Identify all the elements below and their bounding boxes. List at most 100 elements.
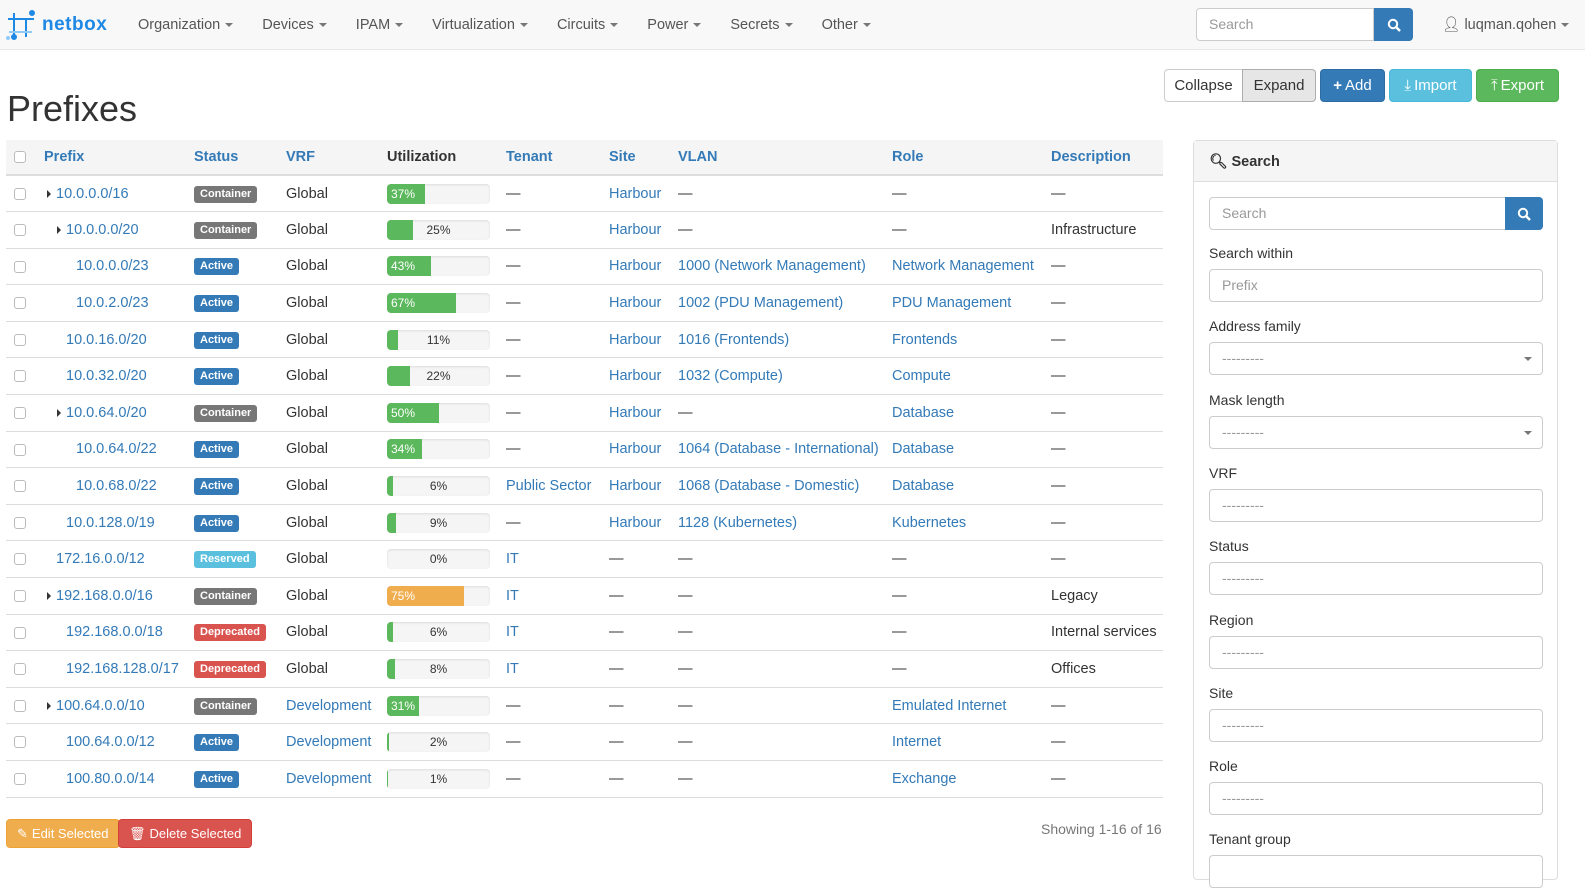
nav-search-input[interactable]: Search: [1196, 8, 1374, 41]
sidebar-search-button[interactable]: [1505, 197, 1543, 230]
row-checkbox[interactable]: [14, 699, 26, 712]
col-role[interactable]: Role: [892, 140, 1051, 176]
menu-secrets[interactable]: Secrets: [720, 17, 802, 33]
brand-logo[interactable]: netbox: [6, 10, 107, 40]
site-link[interactable]: Harbour: [609, 331, 662, 348]
prefix-link[interactable]: 100.80.0.0/14: [66, 770, 155, 787]
select-all-checkbox[interactable]: [14, 151, 26, 164]
role-link[interactable]: Compute: [892, 368, 951, 385]
row-checkbox[interactable]: [14, 407, 26, 420]
row-checkbox[interactable]: [14, 480, 26, 493]
row-checkbox[interactable]: [14, 297, 26, 310]
menu-ipam[interactable]: IPAM: [346, 17, 413, 33]
prefix-link[interactable]: 192.168.0.0/18: [66, 624, 163, 641]
import-button[interactable]: ⤓ Import: [1389, 69, 1472, 102]
sidebar-search-input[interactable]: Search: [1209, 197, 1506, 230]
row-checkbox[interactable]: [14, 663, 26, 676]
row-checkbox[interactable]: [14, 443, 26, 456]
menu-organization[interactable]: Organization: [128, 17, 243, 33]
tenant-link[interactable]: Public Sector: [506, 478, 592, 495]
collapse-button[interactable]: Collapse: [1164, 69, 1243, 102]
prefix-link[interactable]: 192.168.0.0/16: [56, 587, 153, 604]
row-checkbox[interactable]: [14, 333, 26, 346]
menu-circuits[interactable]: Circuits: [547, 17, 628, 33]
role-link[interactable]: Frontends: [892, 331, 958, 348]
vlan-link[interactable]: 1064 (Database - International): [678, 441, 879, 458]
col-prefix[interactable]: Prefix: [44, 140, 194, 176]
site-link[interactable]: Harbour: [609, 295, 662, 312]
prefix-link[interactable]: 100.64.0.0/10: [56, 697, 145, 714]
role-input[interactable]: ---------: [1209, 782, 1543, 816]
vlan-link[interactable]: 1000 (Network Management): [678, 258, 866, 275]
prefix-link[interactable]: 10.0.32.0/20: [66, 368, 147, 385]
vrf-link[interactable]: Development: [286, 697, 372, 714]
region-input[interactable]: ---------: [1209, 635, 1543, 669]
site-link[interactable]: Harbour: [609, 514, 662, 531]
row-checkbox[interactable]: [14, 224, 26, 237]
tenant-link[interactable]: IT: [506, 624, 519, 641]
expand-button[interactable]: Expand: [1242, 69, 1316, 102]
vrf-link[interactable]: Development: [286, 734, 372, 751]
menu-virtualization[interactable]: Virtualization: [422, 17, 538, 33]
expand-arrow-icon[interactable]: [47, 189, 51, 198]
edit-selected-button[interactable]: ✎ Edit Selected: [6, 819, 120, 848]
role-link[interactable]: Database: [892, 404, 955, 421]
nav-search-button[interactable]: [1374, 8, 1413, 41]
export-button[interactable]: ⤒ Export: [1476, 69, 1559, 102]
col-description[interactable]: Description: [1051, 140, 1163, 176]
row-checkbox[interactable]: [14, 590, 26, 602]
user-menu[interactable]: 👤︎ luqman.qohen: [1442, 16, 1570, 33]
add-button[interactable]: + Add: [1320, 69, 1385, 102]
role-link[interactable]: Internet: [892, 734, 942, 751]
status-input[interactable]: ---------: [1209, 562, 1543, 596]
tenant-link[interactable]: IT: [506, 587, 519, 604]
menu-power[interactable]: Power: [637, 17, 711, 33]
site-link[interactable]: Harbour: [609, 441, 662, 458]
expand-arrow-icon[interactable]: [57, 226, 61, 235]
row-checkbox[interactable]: [14, 516, 26, 529]
site-link[interactable]: Harbour: [609, 258, 662, 275]
prefix-link[interactable]: 100.64.0.0/12: [66, 734, 155, 751]
col-tenant[interactable]: Tenant: [506, 140, 609, 176]
prefix-link[interactable]: 10.0.128.0/19: [66, 514, 155, 531]
menu-devices[interactable]: Devices: [252, 17, 337, 33]
row-checkbox[interactable]: [14, 736, 26, 749]
prefix-link[interactable]: 192.168.128.0/17: [66, 661, 179, 678]
role-link[interactable]: Database: [892, 478, 955, 495]
search-within-input[interactable]: Prefix: [1209, 269, 1543, 302]
col-status[interactable]: Status: [194, 140, 286, 176]
role-link[interactable]: Database: [892, 441, 955, 458]
vlan-link[interactable]: 1032 (Compute): [678, 368, 783, 385]
site-link[interactable]: Harbour: [609, 221, 662, 238]
vlan-link[interactable]: 1016 (Frontends): [678, 331, 790, 348]
prefix-link[interactable]: 10.0.2.0/23: [76, 295, 149, 312]
role-link[interactable]: Network Management: [892, 258, 1034, 275]
vlan-link[interactable]: 1068 (Database - Domestic): [678, 478, 860, 495]
row-checkbox[interactable]: [14, 772, 26, 785]
prefix-link[interactable]: 10.0.68.0/22: [76, 478, 157, 495]
prefix-link[interactable]: 10.0.16.0/20: [66, 331, 147, 348]
prefix-link[interactable]: 10.0.0.0/23: [76, 258, 149, 275]
prefix-link[interactable]: 172.16.0.0/12: [56, 551, 145, 568]
prefix-link[interactable]: 10.0.0.0/16: [56, 185, 129, 202]
row-checkbox[interactable]: [14, 260, 26, 273]
prefix-link[interactable]: 10.0.0.0/20: [66, 221, 139, 238]
vlan-link[interactable]: 1002 (PDU Management): [678, 295, 844, 312]
col-vlan[interactable]: VLAN: [678, 140, 892, 176]
address-family-select[interactable]: ---------: [1209, 342, 1543, 376]
role-link[interactable]: Emulated Internet: [892, 697, 1007, 714]
vrf-link[interactable]: Development: [286, 770, 372, 787]
row-checkbox[interactable]: [14, 187, 26, 200]
role-link[interactable]: Kubernetes: [892, 514, 967, 531]
row-checkbox[interactable]: [14, 370, 26, 383]
col-site[interactable]: Site: [609, 140, 678, 176]
menu-other[interactable]: Other: [812, 17, 881, 33]
row-checkbox[interactable]: [14, 626, 26, 639]
expand-arrow-icon[interactable]: [57, 409, 61, 418]
expand-arrow-icon[interactable]: [47, 701, 51, 710]
row-checkbox[interactable]: [14, 553, 26, 566]
expand-arrow-icon[interactable]: [47, 592, 51, 600]
col-vrf[interactable]: VRF: [286, 140, 387, 176]
site-link[interactable]: Harbour: [609, 404, 662, 421]
prefix-link[interactable]: 10.0.64.0/22: [76, 441, 157, 458]
